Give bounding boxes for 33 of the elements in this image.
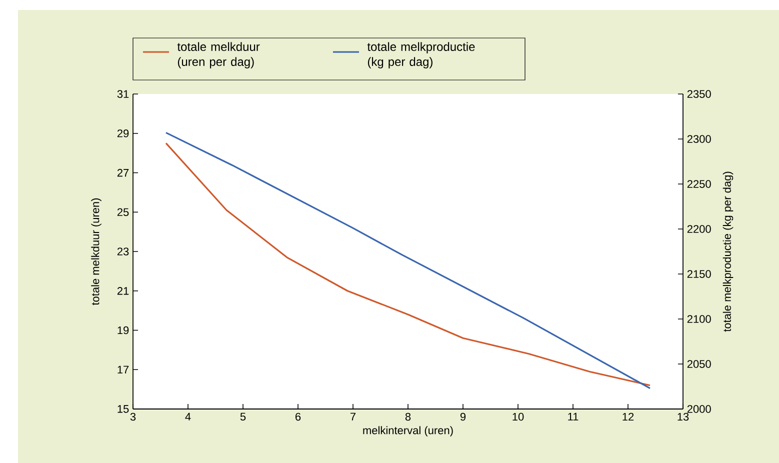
x-tick-label: 4 [185,412,191,420]
y-tick-label: 23 [117,248,129,256]
y2-tick-label: 2300 [687,135,711,143]
y2-tick-label: 2200 [687,225,711,233]
x-tick-label: 11 [568,412,578,420]
y-tick-label: 25 [117,208,129,216]
y-tick-label: 15 [118,405,129,413]
x-tick-label: 9 [460,412,466,421]
x-tick-label: 5 [240,412,246,421]
y-axis-title: totale melkduur (uren) [91,198,102,306]
y2-tick-label: 2100 [687,315,711,323]
y2-tick-label: 2050 [687,360,711,368]
y-tick-label: 31 [117,90,129,98]
y-tick-label: 17 [118,366,129,374]
x-tick-label: 3 [130,412,136,421]
y2-tick-label: 2350 [687,90,711,98]
legend-label: totale melkproductie (kg per dag) [367,42,475,68]
x-tick-label: 10 [512,412,524,421]
x-tick-label: 8 [405,412,411,421]
y-tick-label: 27 [117,168,129,177]
x-axis-title: melkinterval (uren) [363,426,453,436]
y2-axis-title: totale melkproductie (kg per dag) [722,172,734,332]
y-tick-label: 19 [118,326,129,334]
y2-tick-label: 2000 [687,405,711,413]
y-tick-label: 29 [117,129,129,138]
x-tick-label: 13 [678,412,689,421]
legend-label: totale melkduur (uren per dag) [177,42,260,68]
y-tick-label: 21 [117,287,129,295]
x-tick-label: 6 [296,412,301,421]
y2-tick-label: 2150 [687,270,711,278]
x-tick-label: 12 [622,412,634,421]
y2-tick-label: 2250 [687,180,711,188]
x-tick-label: 7 [350,412,356,420]
